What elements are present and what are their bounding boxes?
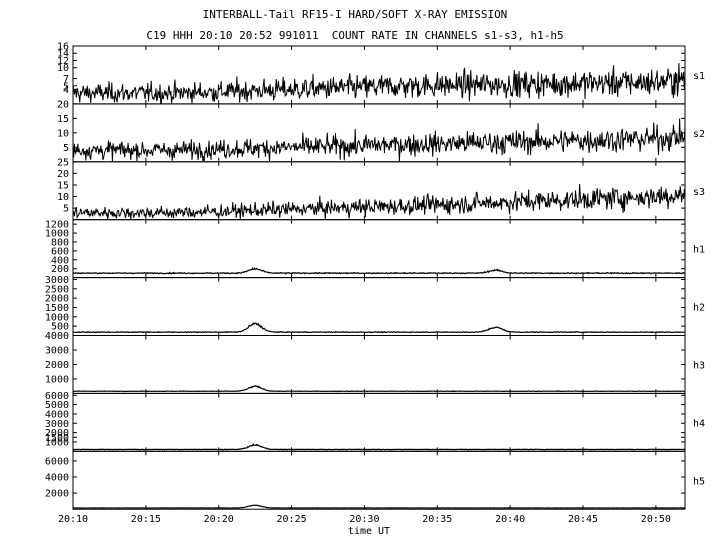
y-tick-label-h2: 500 bbox=[51, 322, 69, 333]
chart-subtitle: C19 HHH 20:10 20:52 991011 COUNT RATE IN… bbox=[146, 29, 564, 42]
y-tick-label-h5: 2000 bbox=[45, 489, 69, 500]
chart-title: INTERBALL-Tail RF15-I HARD/SOFT X-RAY EM… bbox=[202, 8, 508, 21]
x-tick-label: 20:45 bbox=[568, 514, 598, 525]
y-tick-label-h1: 400 bbox=[51, 255, 69, 266]
series-line-h2 bbox=[72, 322, 685, 334]
panel-frame-h2 bbox=[72, 277, 686, 337]
x-tick-label: 20:30 bbox=[349, 514, 379, 525]
y-tick-label-h5: 4000 bbox=[45, 473, 69, 484]
y-tick-label-s2: 10 bbox=[57, 128, 69, 139]
panel-label-h1: h1 bbox=[693, 245, 705, 256]
panel-label-h3: h3 bbox=[693, 360, 705, 371]
y-tick-label-s1: 7 bbox=[63, 74, 69, 85]
y-tick-label-s1: 12 bbox=[57, 56, 69, 67]
y-tick-label-h4: 3000 bbox=[45, 419, 69, 430]
panel-label-h5: h5 bbox=[693, 476, 705, 487]
y-tick-label-h1: 1000 bbox=[45, 229, 69, 240]
y-tick-label-h1: 200 bbox=[51, 264, 69, 275]
panel-label-h4: h4 bbox=[693, 418, 705, 429]
y-tick-label-s2: 20 bbox=[57, 99, 69, 110]
y-tick-label-h4: 6000 bbox=[45, 391, 69, 402]
y-tick-label-h4: 2000 bbox=[45, 428, 69, 439]
series-line-h4 bbox=[72, 442, 686, 451]
y-tick-label-s3: 25 bbox=[57, 157, 69, 168]
y-tick-label-h3: 1000 bbox=[45, 374, 69, 385]
y-tick-label-h1: 600 bbox=[51, 246, 69, 257]
y-tick-label-s3: 10 bbox=[57, 192, 69, 203]
y-tick-label-h2: 1500 bbox=[45, 303, 69, 314]
y-tick-label-h4: 1000 bbox=[45, 437, 69, 448]
panel-frame-h5 bbox=[72, 450, 686, 510]
y-tick-label-h4: 4000 bbox=[45, 409, 69, 420]
x-tick-label: 20:40 bbox=[495, 514, 525, 525]
panel-label-h2: h2 bbox=[693, 303, 705, 314]
y-tick-label-h3: 3000 bbox=[45, 345, 69, 356]
y-tick-label-s3: 15 bbox=[57, 180, 69, 191]
y-tick-label-h2: 2000 bbox=[45, 294, 69, 305]
series-line-h3 bbox=[72, 385, 685, 393]
panel-frame-s1 bbox=[72, 45, 686, 105]
y-tick-label-h2: 3000 bbox=[45, 275, 69, 286]
y-tick-label-s1: 16 bbox=[57, 42, 69, 53]
y-tick-label-s1: 10 bbox=[57, 63, 69, 74]
x-tick-label: 20:20 bbox=[204, 514, 234, 525]
series-line-h5 bbox=[72, 504, 685, 509]
y-tick-label-h3: 4000 bbox=[45, 331, 69, 342]
x-axis-label: time UT bbox=[348, 526, 390, 537]
panel-label-s3: s3 bbox=[693, 187, 705, 198]
y-tick-label-s3: 5 bbox=[63, 204, 69, 215]
panel-frame-h4 bbox=[72, 392, 686, 452]
y-tick-label-s2: 15 bbox=[57, 114, 69, 125]
series-line-s1 bbox=[72, 63, 686, 104]
y-tick-label-h2: 1000 bbox=[45, 312, 69, 323]
series-line-s2 bbox=[72, 118, 686, 162]
y-tick-label-h1: 1200 bbox=[45, 220, 69, 231]
y-tick-label-s2: 5 bbox=[63, 143, 69, 154]
series-line-h1 bbox=[72, 266, 686, 275]
y-tick-label-h3: 2000 bbox=[45, 360, 69, 371]
y-tick-label-s1: 4 bbox=[63, 85, 69, 96]
y-tick-label-h4: 5000 bbox=[45, 400, 69, 411]
panel-frame-h3 bbox=[72, 335, 686, 394]
series-line-s3 bbox=[72, 184, 686, 220]
x-tick-label: 20:50 bbox=[641, 514, 671, 525]
y-tick-label-h1: 800 bbox=[51, 237, 69, 248]
x-tick-label: 20:10 bbox=[58, 514, 88, 525]
y-tick-label-s3: 20 bbox=[57, 169, 69, 180]
panel-label-s2: s2 bbox=[693, 129, 705, 140]
x-tick-label: 20:35 bbox=[422, 514, 452, 525]
panel-frame-h1 bbox=[72, 219, 686, 279]
y-tick-label-h5: 6000 bbox=[45, 456, 69, 467]
x-tick-label: 20:25 bbox=[277, 514, 307, 525]
y-tick-label-h2: 2500 bbox=[45, 284, 69, 295]
panel-frame-s2 bbox=[72, 103, 686, 163]
x-tick-label: 20:15 bbox=[131, 514, 161, 525]
y-tick-label-s1: 14 bbox=[57, 49, 69, 60]
y-tick-label-s1: 5 bbox=[63, 81, 69, 92]
panel-label-s1: s1 bbox=[693, 71, 705, 82]
y-tick-label-h4: 1500 bbox=[45, 433, 69, 444]
